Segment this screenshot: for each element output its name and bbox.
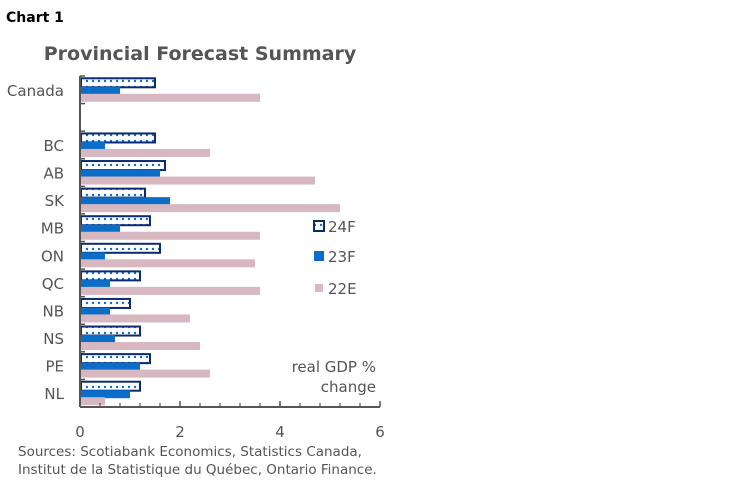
bar-23f-nb <box>81 307 110 316</box>
category-label: QC <box>42 275 64 293</box>
bar-24f-qc <box>80 270 141 282</box>
bar-22e-mb <box>81 231 260 240</box>
bar-22e-bc <box>81 148 210 157</box>
bar-22e-nb <box>81 314 190 323</box>
bar-22e-canada <box>81 93 260 102</box>
category-label: SK <box>45 192 66 210</box>
legend-label-22e: 22E <box>328 280 357 298</box>
source-line-2: Institut de la Statistique du Québec, On… <box>18 462 377 478</box>
bar-24f-mb <box>80 215 151 227</box>
annotation-line-2: change <box>321 378 376 396</box>
bar-23f-mb <box>81 224 120 233</box>
bar-22e-sk <box>81 204 340 213</box>
category-label: NL <box>44 385 64 403</box>
annotation-line-1: real GDP % <box>292 358 376 376</box>
bar-24f-nb <box>80 297 131 309</box>
category-label: MB <box>41 220 64 238</box>
category-label: BC <box>43 137 64 155</box>
category-label: ON <box>41 247 64 265</box>
bar-23f-qc <box>81 279 110 288</box>
bar-22e-on <box>81 259 255 268</box>
bar-24f-on <box>80 242 161 254</box>
category-label: NB <box>42 302 64 320</box>
bar-24f-pe <box>80 353 151 365</box>
bar-24f-ab <box>80 160 166 172</box>
bar-23f-ab <box>81 169 160 178</box>
bar-23f-nl <box>81 390 130 399</box>
bar-24f-ns <box>80 325 141 337</box>
category-label: AB <box>43 165 64 183</box>
legend-swatch-23f <box>314 251 324 261</box>
bar-22e-nl <box>81 397 105 406</box>
bar-23f-pe <box>81 362 140 371</box>
chart-title: Provincial Forecast Summary <box>44 43 357 65</box>
bar-22e-ab <box>81 176 315 185</box>
bar-23f-sk <box>81 197 170 206</box>
bar-24f-canada <box>80 77 156 89</box>
x-tick-label: 6 <box>375 423 385 441</box>
source-line-1: Sources: Scotiabank Economics, Statistic… <box>18 444 362 460</box>
bar-23f-canada <box>81 86 120 95</box>
legend-swatch-22e <box>315 284 323 292</box>
category-label: PE <box>45 358 64 376</box>
bar-23f-bc <box>81 141 105 150</box>
x-tick-label: 0 <box>75 423 85 441</box>
bar-24f-sk <box>80 187 146 199</box>
bar-23f-on <box>81 252 105 261</box>
bar-24f-bc <box>80 132 156 144</box>
x-tick-label: 2 <box>175 423 185 441</box>
legend-label-24f: 24F <box>328 218 356 236</box>
chart-label: Chart 1 <box>6 10 64 26</box>
bar-22e-ns <box>81 342 200 351</box>
bar-22e-pe <box>81 369 210 378</box>
legend-label-23f: 23F <box>328 248 356 266</box>
bar-22e-qc <box>81 286 260 295</box>
legend-swatch-24f <box>313 220 325 232</box>
x-tick-label: 4 <box>275 423 285 441</box>
category-label: NS <box>43 330 64 348</box>
category-label: Canada <box>7 82 64 100</box>
bar-24f-nl <box>80 380 141 392</box>
bar-23f-ns <box>81 335 115 344</box>
